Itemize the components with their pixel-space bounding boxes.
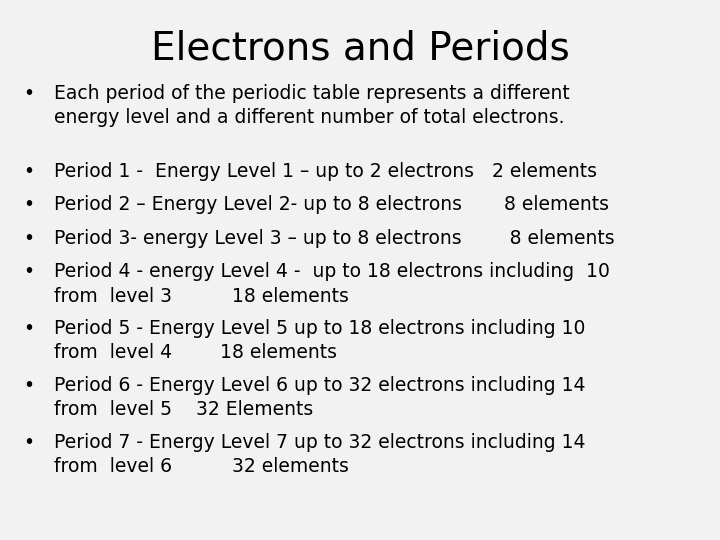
Text: Period 4 - energy Level 4 -  up to 18 electrons including  10
from  level 3     : Period 4 - energy Level 4 - up to 18 ele… bbox=[54, 262, 610, 306]
Text: Period 1 -  Energy Level 1 – up to 2 electrons   2 elements: Period 1 - Energy Level 1 – up to 2 elec… bbox=[54, 162, 597, 181]
Text: Period 7 - Energy Level 7 up to 32 electrons including 14
from  level 6         : Period 7 - Energy Level 7 up to 32 elect… bbox=[54, 433, 585, 476]
Text: •: • bbox=[23, 319, 35, 338]
Text: •: • bbox=[23, 162, 35, 181]
Text: Period 5 - Energy Level 5 up to 18 electrons including 10
from  level 4        1: Period 5 - Energy Level 5 up to 18 elect… bbox=[54, 319, 585, 362]
Text: •: • bbox=[23, 229, 35, 248]
Text: Period 2 – Energy Level 2- up to 8 electrons       8 elements: Period 2 – Energy Level 2- up to 8 elect… bbox=[54, 195, 609, 214]
Text: Electrons and Periods: Electrons and Periods bbox=[150, 30, 570, 68]
Text: •: • bbox=[23, 433, 35, 451]
Text: •: • bbox=[23, 84, 35, 103]
Text: •: • bbox=[23, 262, 35, 281]
Text: •: • bbox=[23, 195, 35, 214]
Text: •: • bbox=[23, 376, 35, 395]
Text: Period 3- energy Level 3 – up to 8 electrons        8 elements: Period 3- energy Level 3 – up to 8 elect… bbox=[54, 229, 615, 248]
Text: Each period of the periodic table represents a different
energy level and a diff: Each period of the periodic table repres… bbox=[54, 84, 570, 127]
Text: Period 6 - Energy Level 6 up to 32 electrons including 14
from  level 5    32 El: Period 6 - Energy Level 6 up to 32 elect… bbox=[54, 376, 585, 419]
